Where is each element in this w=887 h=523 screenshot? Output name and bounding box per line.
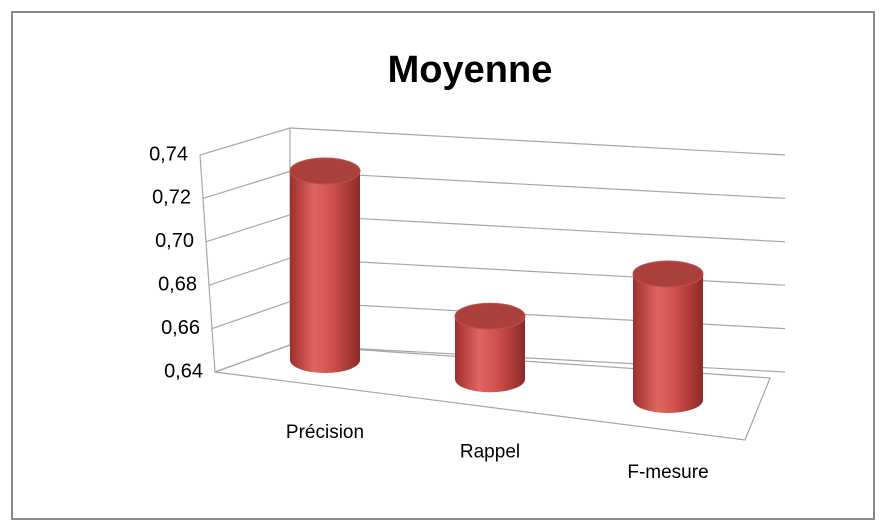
chart-border (11, 11, 875, 520)
y-tick-label: 0,72 (152, 187, 191, 209)
x-tick-label: F-mesure (627, 462, 708, 483)
y-tick-label: 0,64 (164, 360, 203, 382)
grid-line (199, 127, 786, 156)
cylinder-top (289, 157, 361, 185)
y-tick-label: 0,70 (155, 230, 194, 252)
cylinder (455, 316, 525, 393)
x-tick-label: Rappel (460, 441, 520, 462)
cylinder (290, 171, 360, 373)
chart-title: Moyenne (388, 49, 553, 91)
y-tick-label: 0,68 (158, 273, 197, 295)
cylinder-top (632, 260, 704, 288)
x-tick-label: Précision (286, 422, 364, 443)
y-tick-label: 0,66 (161, 317, 200, 339)
cylinder-top (454, 302, 526, 330)
y-tick-label: 0,74 (149, 143, 188, 165)
floor (214, 344, 771, 441)
cylinder (633, 273, 703, 413)
